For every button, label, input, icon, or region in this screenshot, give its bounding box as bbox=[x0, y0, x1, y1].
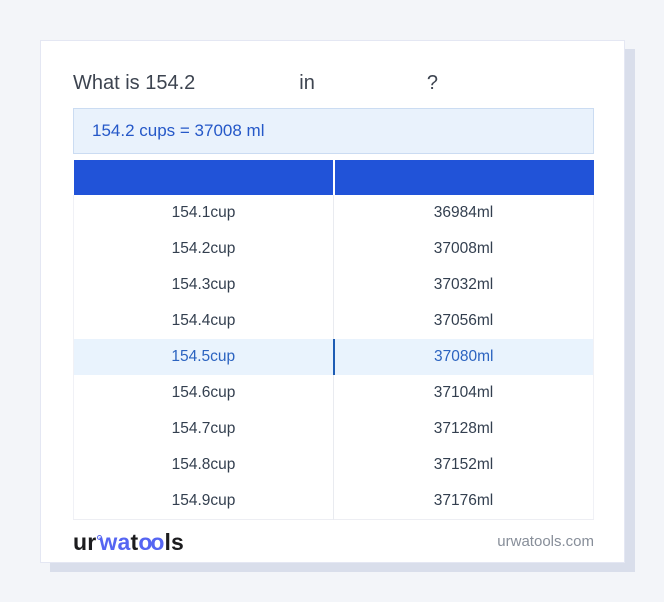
question-mark: ? bbox=[426, 72, 438, 94]
cup-value[interactable]: 154.5cup bbox=[73, 339, 335, 375]
question-connector: in bbox=[299, 72, 315, 94]
ml-value[interactable]: 37104ml bbox=[433, 384, 494, 401]
cup-value[interactable]: 154.6cup bbox=[73, 375, 334, 411]
question-title: What is 154.2 in ? bbox=[73, 72, 592, 95]
table-row[interactable]: 154.6cup 37104ml bbox=[73, 375, 594, 411]
table-row[interactable]: 154.1cup 36984ml bbox=[73, 195, 594, 231]
header-cell-cup bbox=[73, 160, 335, 195]
ml-value[interactable]: 37176ml bbox=[433, 491, 494, 509]
cup-value[interactable]: 154.3cup bbox=[73, 267, 334, 303]
table-row[interactable]: 154.7cup 37128ml bbox=[73, 411, 594, 447]
ml-value[interactable]: 37080ml bbox=[333, 339, 594, 375]
table-row[interactable]: 154.8cup 37152ml bbox=[73, 447, 594, 483]
logo-part-wa: wa bbox=[99, 528, 131, 555]
cup-value[interactable]: 154.2cup bbox=[73, 231, 334, 267]
logo-part-t: t bbox=[130, 528, 139, 555]
table-row[interactable]: 154.9cup 37176ml bbox=[73, 483, 594, 519]
ml-value[interactable]: 37032ml bbox=[433, 276, 494, 293]
conversion-result-text: 154.2 cups = 37008 ml bbox=[92, 121, 265, 140]
cup-value[interactable]: 154.7cup bbox=[73, 411, 334, 447]
question-prefix: What is 154.2 bbox=[73, 72, 196, 94]
cup-value[interactable]: 154.4cup bbox=[73, 303, 334, 339]
card-footer: ur watools urwatools.com bbox=[73, 527, 594, 557]
site-url: urwatools.com bbox=[497, 533, 594, 550]
table-row[interactable]: 154.3cup 37032ml bbox=[73, 267, 594, 303]
table-row[interactable]: 154.4cup 37056ml bbox=[73, 303, 594, 339]
ml-value[interactable]: 36984ml bbox=[433, 204, 494, 221]
urwatools-logo[interactable]: ur watools bbox=[73, 527, 184, 557]
table-row[interactable]: 154.5cup 37080ml bbox=[73, 339, 594, 375]
ml-value[interactable]: 37152ml bbox=[433, 456, 494, 473]
ml-value[interactable]: 37128ml bbox=[433, 420, 494, 437]
header-cell-ml bbox=[333, 160, 594, 195]
logo-ring-icon bbox=[97, 534, 103, 540]
conversion-table-header bbox=[73, 160, 594, 195]
converter-card: What is 154.2 in ? 154.2 cups = 37008 ml… bbox=[40, 40, 625, 563]
table-body: 154.1cup 36984ml 154.2cup 37008ml 154.3c… bbox=[73, 195, 594, 519]
conversion-result-banner: 154.2 cups = 37008 ml bbox=[73, 108, 594, 154]
ml-value[interactable]: 37008ml bbox=[433, 240, 494, 257]
header-row bbox=[73, 160, 594, 195]
ml-value[interactable]: 37056ml bbox=[433, 312, 494, 329]
logo-part-oo: oo bbox=[138, 528, 164, 555]
cup-value[interactable]: 154.9cup bbox=[73, 483, 334, 519]
conversion-table: 154.1cup 36984ml 154.2cup 37008ml 154.3c… bbox=[73, 160, 594, 520]
cup-value[interactable]: 154.1cup bbox=[73, 195, 334, 231]
cup-value[interactable]: 154.8cup bbox=[73, 447, 334, 483]
table-row[interactable]: 154.2cup 37008ml bbox=[73, 231, 594, 267]
logo-part-ur: ur bbox=[73, 528, 97, 555]
logo-part-ls: ls bbox=[164, 528, 185, 555]
